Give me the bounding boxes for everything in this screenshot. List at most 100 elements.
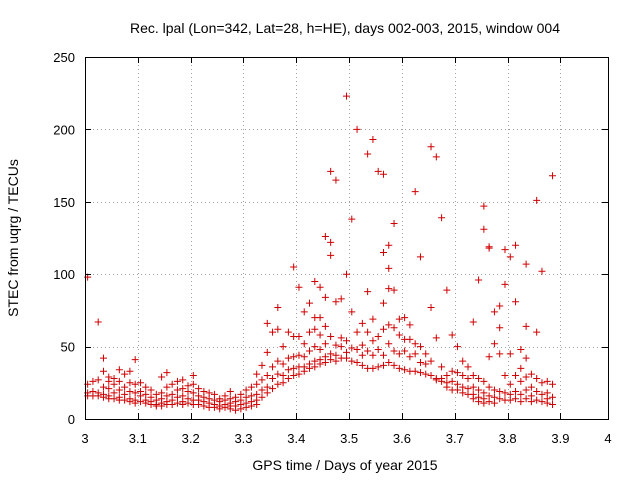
data-point bbox=[385, 264, 393, 272]
data-point bbox=[512, 298, 520, 306]
data-point bbox=[290, 364, 298, 372]
data-point bbox=[131, 389, 139, 397]
data-point bbox=[221, 403, 229, 411]
data-point bbox=[284, 328, 292, 336]
data-point bbox=[173, 399, 181, 407]
data-point bbox=[406, 353, 414, 361]
data-point bbox=[538, 398, 546, 406]
data-point bbox=[99, 393, 107, 401]
data-point bbox=[242, 403, 250, 411]
data-point bbox=[269, 328, 277, 336]
data-point bbox=[179, 385, 187, 393]
data-point bbox=[99, 367, 107, 375]
data-point bbox=[485, 353, 493, 361]
data-point bbox=[184, 387, 192, 395]
data-point bbox=[200, 402, 208, 410]
data-point bbox=[469, 395, 477, 403]
data-point bbox=[321, 340, 329, 348]
data-point bbox=[374, 332, 382, 340]
data-point bbox=[189, 372, 197, 380]
data-point bbox=[411, 340, 419, 348]
data-point bbox=[401, 347, 409, 355]
data-point bbox=[253, 401, 261, 409]
data-point bbox=[369, 351, 377, 359]
data-point bbox=[469, 372, 477, 380]
data-point bbox=[395, 331, 403, 339]
data-point bbox=[533, 328, 541, 336]
x-axis-label: GPS time / Days of year 2015 bbox=[252, 457, 437, 473]
data-point bbox=[306, 347, 314, 355]
data-point bbox=[226, 405, 234, 413]
data-point bbox=[549, 393, 557, 401]
data-point bbox=[179, 376, 187, 384]
data-point bbox=[274, 304, 282, 312]
data-point bbox=[311, 343, 319, 351]
data-point bbox=[385, 340, 393, 348]
data-point bbox=[475, 386, 483, 394]
data-point bbox=[300, 340, 308, 348]
data-point bbox=[527, 383, 535, 391]
data-point bbox=[522, 373, 530, 381]
data-point bbox=[527, 370, 535, 378]
data-point bbox=[533, 374, 541, 382]
data-point bbox=[401, 314, 409, 322]
data-point bbox=[469, 383, 477, 391]
data-point bbox=[147, 386, 155, 394]
data-point bbox=[269, 374, 277, 382]
data-point bbox=[517, 364, 525, 372]
data-point bbox=[337, 343, 345, 351]
data-point bbox=[327, 238, 335, 246]
data-point bbox=[263, 372, 271, 380]
data-point bbox=[247, 383, 255, 391]
data-point bbox=[506, 350, 514, 358]
data-point bbox=[253, 380, 261, 388]
data-point bbox=[343, 337, 350, 345]
data-point bbox=[279, 343, 287, 351]
data-point bbox=[263, 348, 271, 356]
data-point bbox=[522, 322, 530, 330]
data-point bbox=[348, 344, 356, 352]
data-point bbox=[485, 383, 493, 391]
data-point bbox=[390, 220, 398, 228]
x-tick-label: 3.8 bbox=[499, 431, 517, 446]
data-point bbox=[501, 246, 509, 254]
data-point bbox=[427, 143, 435, 151]
x-tick-label: 3.5 bbox=[340, 431, 358, 446]
x-tick-label: 3.3 bbox=[234, 431, 252, 446]
data-point bbox=[258, 393, 266, 401]
data-point bbox=[316, 345, 324, 353]
data-point bbox=[290, 372, 298, 380]
data-point bbox=[411, 367, 419, 375]
data-point bbox=[358, 319, 366, 327]
data-point bbox=[290, 353, 298, 361]
data-point bbox=[136, 398, 144, 406]
data-point bbox=[115, 366, 123, 374]
data-point bbox=[195, 401, 203, 409]
data-point bbox=[390, 347, 398, 355]
data-point bbox=[390, 361, 398, 369]
data-point bbox=[475, 276, 483, 284]
data-point bbox=[549, 172, 557, 180]
data-point bbox=[321, 359, 329, 367]
data-point bbox=[411, 350, 419, 358]
x-axis-tick-labels: 3 3.1 3.2 3.3 3.4 3.5 3.6 3.7 3.8 3.9 4 bbox=[81, 431, 611, 446]
data-point bbox=[480, 225, 488, 233]
data-point bbox=[490, 340, 498, 348]
data-point bbox=[115, 386, 123, 394]
data-point bbox=[469, 318, 477, 326]
data-point bbox=[506, 253, 514, 261]
data-point bbox=[385, 241, 393, 249]
data-point bbox=[395, 350, 403, 358]
data-point bbox=[438, 363, 446, 371]
data-point bbox=[274, 380, 282, 388]
data-point bbox=[173, 377, 181, 385]
data-point bbox=[485, 398, 493, 406]
data-point bbox=[379, 361, 387, 369]
data-point bbox=[406, 321, 414, 329]
data-point bbox=[184, 399, 192, 407]
data-point bbox=[332, 298, 340, 306]
data-point bbox=[379, 248, 387, 256]
data-points bbox=[84, 92, 557, 414]
data-point bbox=[126, 398, 134, 406]
data-point bbox=[321, 233, 329, 241]
